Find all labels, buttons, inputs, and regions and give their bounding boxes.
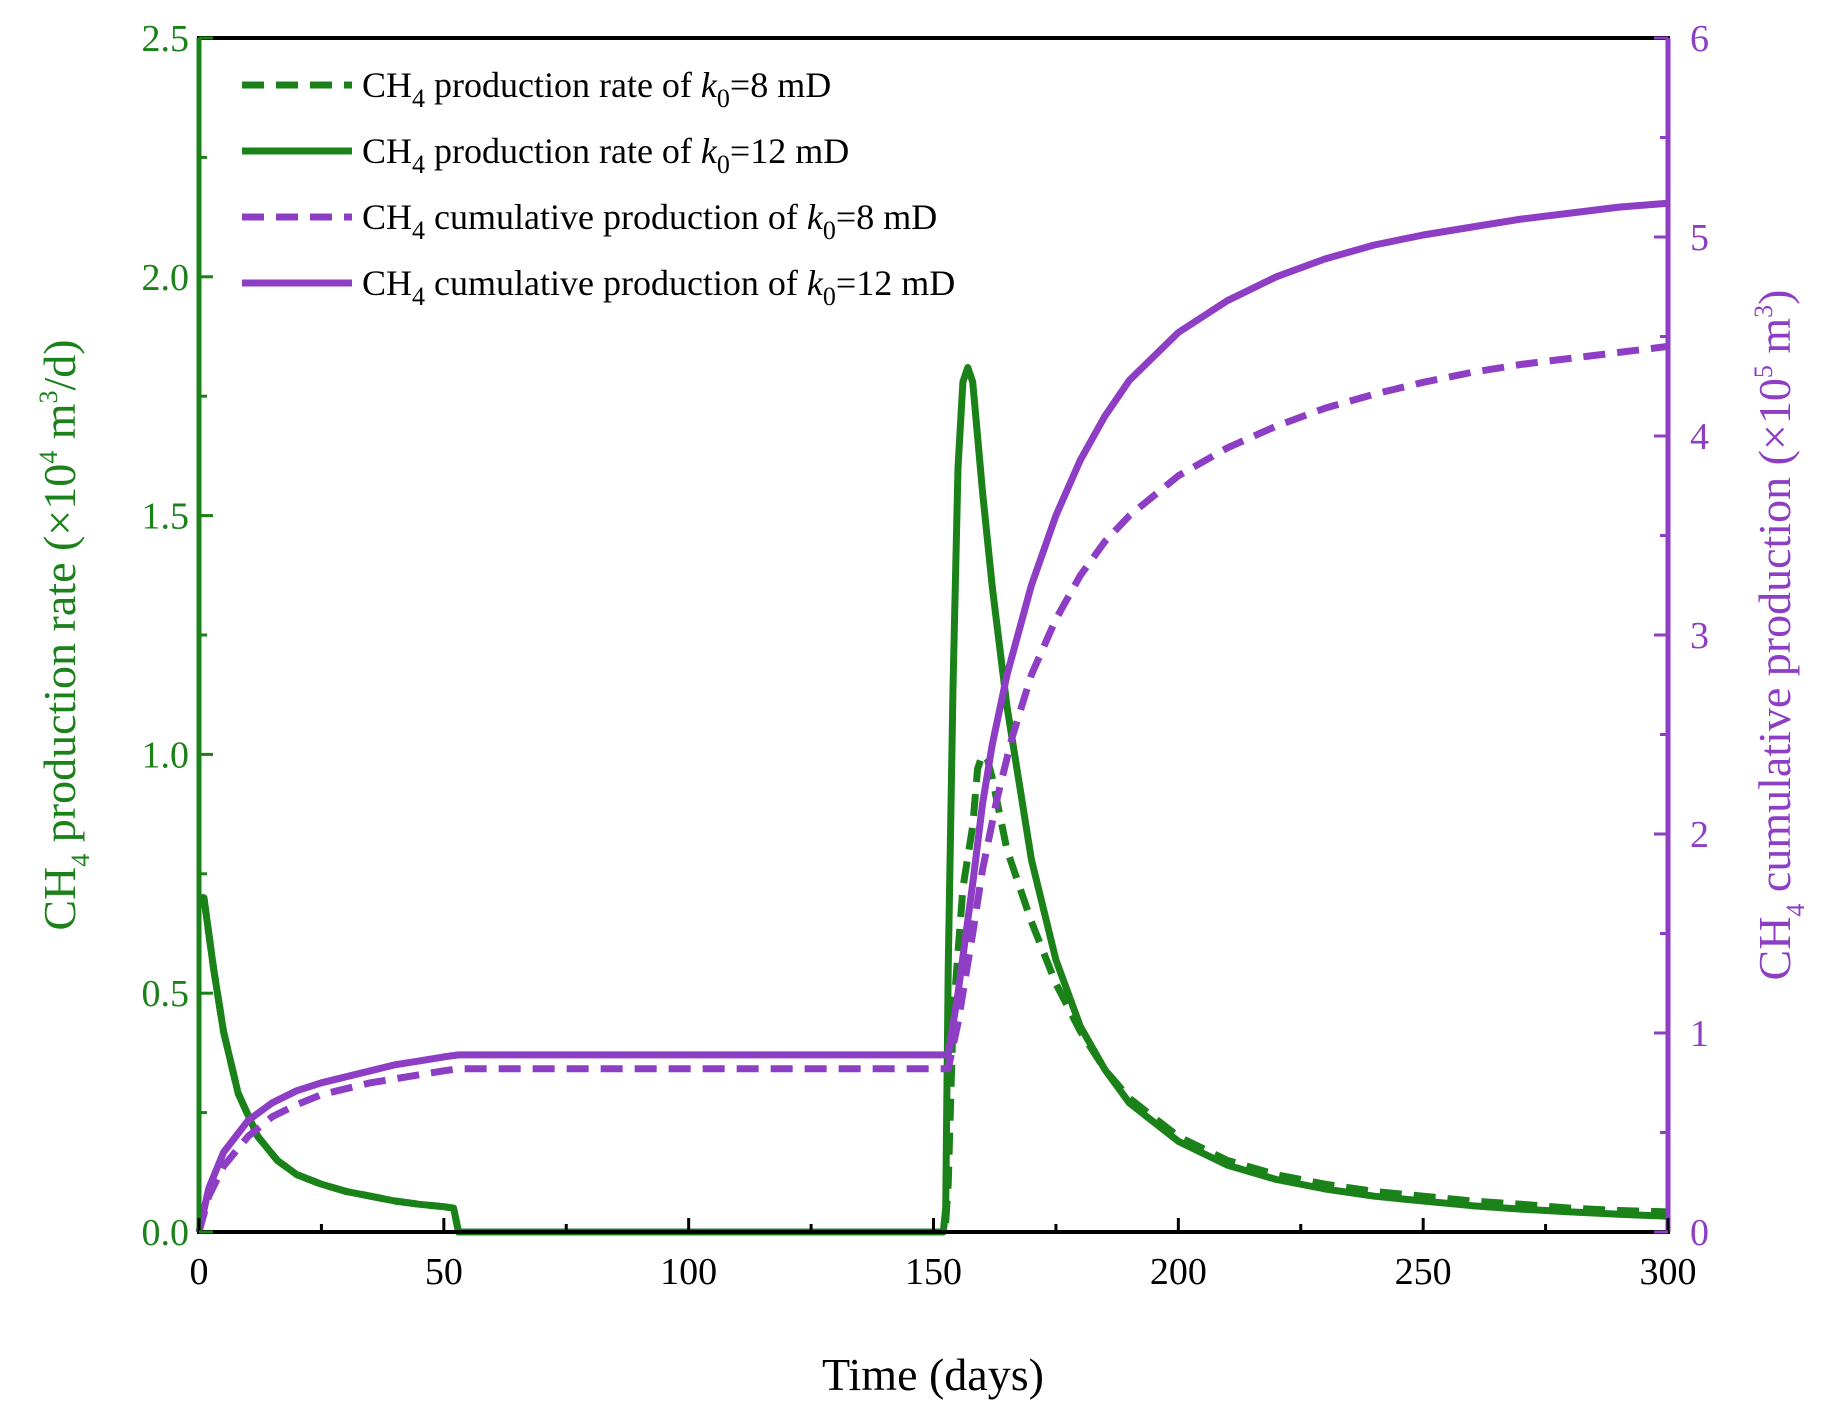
left-y-axis-ticks: 0.0 0.5 1.0 1.5 2.0 2.5	[142, 18, 213, 1254]
left-y-tick-label: 1.0	[142, 734, 190, 776]
x-tick-label: 300	[1640, 1251, 1697, 1293]
right-y-axis-title: CH4 cumulative production (×105 m3)	[1749, 290, 1810, 981]
left-y-title-mid: production rate (×10	[34, 464, 85, 854]
right-y-axis-ticks: 0 1 2 3 4 5 6	[1654, 18, 1709, 1254]
x-axis-title: Time (days)	[822, 1349, 1044, 1400]
right-y-tick-label: 2	[1690, 814, 1709, 856]
right-y-tick-label: 3	[1690, 615, 1709, 657]
x-tick-label: 100	[660, 1251, 717, 1293]
series-rate-12md	[199, 364, 1669, 1236]
series-layer	[195, 199, 1669, 1236]
right-y-tick-label: 4	[1690, 416, 1709, 458]
left-y-title-end: /d)	[34, 339, 85, 390]
right-y-title-sub: 4	[1781, 904, 1810, 917]
x-tick-label: 0	[190, 1251, 209, 1293]
left-y-title-sup2: 3	[34, 390, 63, 403]
series-rate-8md	[199, 750, 1669, 1236]
x-tick-label: 50	[425, 1251, 463, 1293]
legend: CH4 production rate of k0=8 mD CH4 produ…	[242, 65, 955, 311]
legend-label-cumulative-8md: CH4 cumulative production of k0=8 mD	[362, 197, 937, 245]
legend-label-rate-8md: CH4 production rate of k0=8 mD	[362, 65, 831, 113]
right-y-title-sup: 5	[1749, 365, 1778, 378]
right-y-title-ch: CH	[1749, 917, 1800, 981]
x-tick-label: 150	[905, 1251, 962, 1293]
right-y-title-end: )	[1749, 290, 1800, 305]
series-cumulative-12md	[195, 199, 1669, 1233]
left-y-title-ch: CH	[34, 867, 85, 931]
right-y-title-sup2: 3	[1749, 305, 1778, 318]
left-y-axis-title: CH4 production rate (×104 m3/d)	[34, 339, 95, 930]
right-y-tick-label: 1	[1690, 1013, 1709, 1055]
x-axis-ticks: 0 50 100 150 200 250 300	[190, 1218, 1697, 1293]
left-y-title-sup: 4	[34, 451, 63, 464]
left-y-tick-label: 1.5	[142, 496, 190, 538]
right-y-tick-label: 6	[1690, 18, 1709, 60]
left-y-tick-label: 2.0	[142, 257, 190, 299]
left-y-title-sub: 4	[66, 854, 95, 867]
left-y-tick-label: 0.0	[142, 1212, 190, 1254]
right-y-tick-label: 5	[1690, 217, 1709, 259]
right-y-title-m: m	[1749, 318, 1800, 366]
right-y-tick-label: 0	[1690, 1212, 1709, 1254]
x-tick-label: 200	[1150, 1251, 1207, 1293]
left-y-tick-label: 2.5	[142, 18, 190, 60]
left-y-title-m: m	[34, 403, 85, 451]
legend-label-rate-12md: CH4 production rate of k0=12 mD	[362, 131, 849, 179]
right-y-title-mid: cumulative production (×10	[1749, 378, 1800, 903]
left-y-tick-label: 0.5	[142, 973, 190, 1015]
x-tick-label: 250	[1395, 1251, 1452, 1293]
legend-label-cumulative-12md: CH4 cumulative production of k0=12 mD	[362, 263, 955, 311]
series-cumulative-8md	[195, 342, 1669, 1233]
